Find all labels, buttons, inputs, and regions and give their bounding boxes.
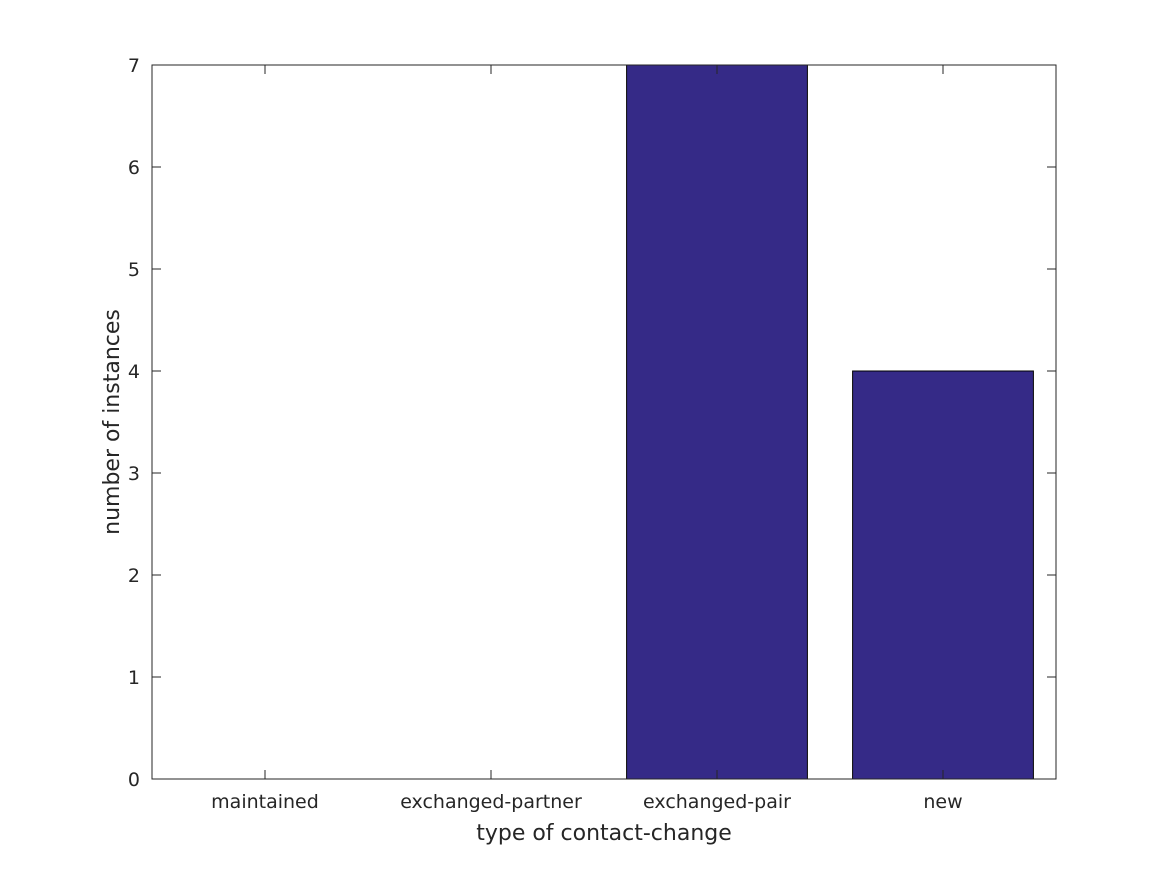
y-tick-label: 0	[128, 769, 140, 791]
x-axis-title: type of contact-change	[476, 821, 732, 846]
y-tick-label: 4	[128, 361, 140, 383]
bars-group	[626, 64, 1034, 780]
y-axis-title: number of instances	[100, 309, 125, 535]
tick-labels-group: 0 1 2 3 4 5 6 7 maintained exchanged-partner excha…	[128, 55, 963, 813]
x-tick-label-exchanged-pair: exchanged-pair	[643, 791, 791, 813]
y-tick-label: 6	[128, 157, 140, 179]
x-tick-label-new: new	[923, 791, 962, 813]
x-tick-label-exchanged-partner: exchanged-partner	[400, 791, 582, 813]
bar-exchanged-pair	[626, 64, 808, 780]
y-tick-label: 3	[128, 463, 140, 485]
y-tick-label: 2	[128, 565, 140, 587]
x-tick-label-maintained: maintained	[211, 791, 319, 813]
y-tick-label: 1	[128, 667, 140, 689]
y-tick-label: 7	[128, 55, 140, 77]
bar-new	[852, 370, 1034, 780]
ticks-group	[152, 64, 1056, 780]
y-tick-label: 5	[128, 259, 140, 281]
plot-area-frame	[151, 64, 1057, 780]
